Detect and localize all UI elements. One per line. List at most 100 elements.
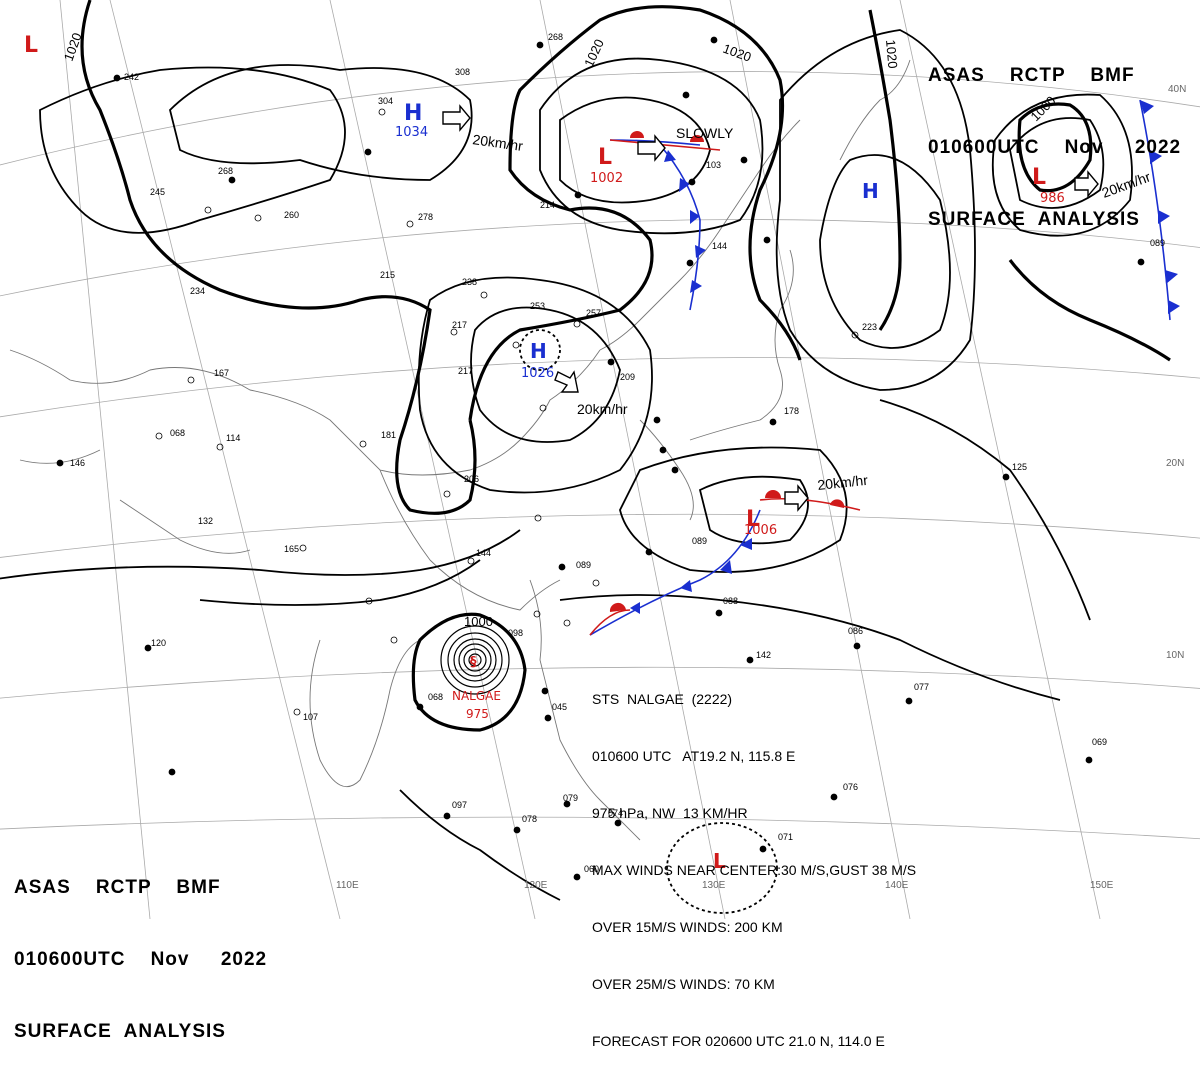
svg-text:071: 071 [778, 832, 793, 842]
longitude-label: 150E [1090, 880, 1114, 891]
svg-text:209: 209 [620, 372, 635, 382]
svg-text:079: 079 [563, 793, 578, 803]
typhoon-symbol: § [470, 655, 477, 670]
longitude-label: 140E [885, 880, 909, 891]
longitude-label: 110E [336, 880, 359, 891]
high-pressure-value: 1026 [521, 366, 554, 381]
svg-text:045: 045 [552, 702, 567, 712]
high-pressure-marker: H [862, 179, 879, 203]
coordinate-labels: 110E 120E 130E 140E 150E 40N 20N 10N [336, 84, 1186, 891]
storm-info-box: STS NALGAE (2222) 010600 UTC AT19.2 N, 1… [592, 652, 916, 1070]
typhoon-rings [440, 625, 510, 695]
high-pressure-value: 1034 [395, 125, 428, 140]
svg-text:206: 206 [464, 474, 479, 484]
low-pressure-marker: L [24, 33, 38, 58]
map-header-bottom-left: ASAS RCTP BMF 010600UTC Nov 2022 SURFACE… [14, 828, 267, 1068]
svg-text:304: 304 [378, 96, 393, 106]
svg-text:165: 165 [284, 544, 299, 554]
graticule [0, 0, 1200, 919]
svg-text:214: 214 [540, 200, 555, 210]
svg-text:181: 181 [381, 430, 396, 440]
svg-text:253: 253 [530, 301, 545, 311]
station-plots [56, 36, 1145, 881]
svg-text:089: 089 [576, 560, 591, 570]
latitude-label: 40N [1168, 84, 1186, 95]
svg-text:120: 120 [151, 638, 166, 648]
svg-text:103: 103 [706, 160, 721, 170]
low-pressure-marker: L [746, 507, 760, 532]
low-pressure-value: 1006 [744, 523, 777, 538]
svg-text:077: 077 [914, 682, 929, 692]
isobar-label: 1000 [464, 614, 493, 629]
typhoon-pressure: 975 [466, 707, 489, 721]
svg-text:114: 114 [226, 433, 240, 443]
svg-text:245: 245 [150, 187, 165, 197]
front-symbols [609, 100, 1180, 614]
svg-text:260: 260 [284, 210, 299, 220]
svg-text:223: 223 [862, 322, 877, 332]
storm-info-line: STS NALGAE (2222) [592, 691, 733, 707]
svg-text:238: 238 [462, 277, 477, 287]
svg-text:098: 098 [508, 628, 523, 638]
header-line: 010600UTC Nov 2022 [14, 949, 268, 970]
svg-text:060: 060 [584, 864, 599, 874]
motion-label: SLOWLY [676, 125, 734, 141]
tropical-depression-circles [519, 329, 778, 914]
pressure-centers: H 1034 H 1026 H L 1002 L 986 L 1006 L L … [24, 33, 1065, 873]
motion-label: 20km/hr [472, 131, 525, 154]
svg-text:078: 078 [522, 814, 537, 824]
high-pressure-marker: H [404, 101, 422, 126]
svg-text:215: 215 [380, 270, 395, 280]
low-pressure-value: 986 [1040, 191, 1065, 206]
svg-text:308: 308 [455, 67, 470, 77]
svg-text:089: 089 [1150, 238, 1165, 248]
storm-info-line: MAX WINDS NEAR CENTER:30 M/S,GUST 38 M/S [592, 862, 917, 878]
svg-text:167: 167 [214, 368, 229, 378]
isobar-label: 1020 [721, 41, 753, 65]
coastlines [9, 59, 911, 841]
svg-text:097: 097 [452, 800, 467, 810]
fronts [589, 99, 1171, 636]
header-line: SURFACE ANALYSIS [14, 1021, 226, 1042]
svg-text:268: 268 [548, 32, 563, 42]
storm-info-line: 975 hPa, NW 13 KM/HR [592, 805, 748, 821]
storm-info-line: 010600 UTC AT19.2 N, 115.8 E [592, 748, 796, 764]
map-header-top-right: ASAS RCTP BMF 010600UTC Nov 2022 SURFACE… [928, 16, 1181, 256]
svg-text:089: 089 [692, 536, 707, 546]
storm-info-line: FORECAST FOR 020600 UTC 21.0 N, 114.0 E [592, 1033, 885, 1049]
svg-text:144: 144 [476, 548, 491, 558]
low-pressure-value: 1002 [590, 171, 623, 186]
svg-text:146: 146 [70, 458, 85, 468]
header-line: ASAS RCTP BMF [14, 877, 221, 898]
svg-text:278: 278 [418, 212, 433, 222]
svg-text:132: 132 [198, 516, 213, 526]
low-pressure-marker: L [598, 145, 612, 170]
svg-text:242: 242 [124, 72, 139, 82]
svg-text:234: 234 [190, 286, 205, 296]
header-line: 010600UTC Nov 2022 [928, 137, 1182, 158]
motion-label: 20km/hr [817, 472, 869, 493]
latitude-label: 20N [1166, 458, 1184, 469]
svg-text:257: 257 [586, 308, 601, 318]
svg-text:178: 178 [784, 406, 799, 416]
isobars-thick [80, 0, 1171, 732]
svg-text:069: 069 [1092, 737, 1107, 747]
motion-label: 20km/hr [577, 401, 628, 417]
svg-text:088: 088 [723, 596, 738, 606]
high-pressure-marker: H [530, 339, 547, 363]
isobars-thin [0, 29, 1133, 901]
header-line: SURFACE ANALYSIS [928, 209, 1140, 230]
low-pressure-marker: L [713, 849, 726, 873]
svg-text:268: 268 [218, 166, 233, 176]
storm-info-line: OVER 25M/S WINDS: 70 KM [592, 976, 775, 992]
longitude-label: 120E [524, 880, 548, 891]
svg-text:144: 144 [712, 241, 727, 251]
svg-text:086: 086 [848, 626, 863, 636]
longitude-label: 130E [702, 880, 726, 891]
low-pressure-marker: L [1032, 165, 1046, 190]
motion-arrows [442, 104, 1099, 512]
latitude-label: 10N [1166, 650, 1184, 661]
svg-text:125: 125 [1012, 462, 1027, 472]
